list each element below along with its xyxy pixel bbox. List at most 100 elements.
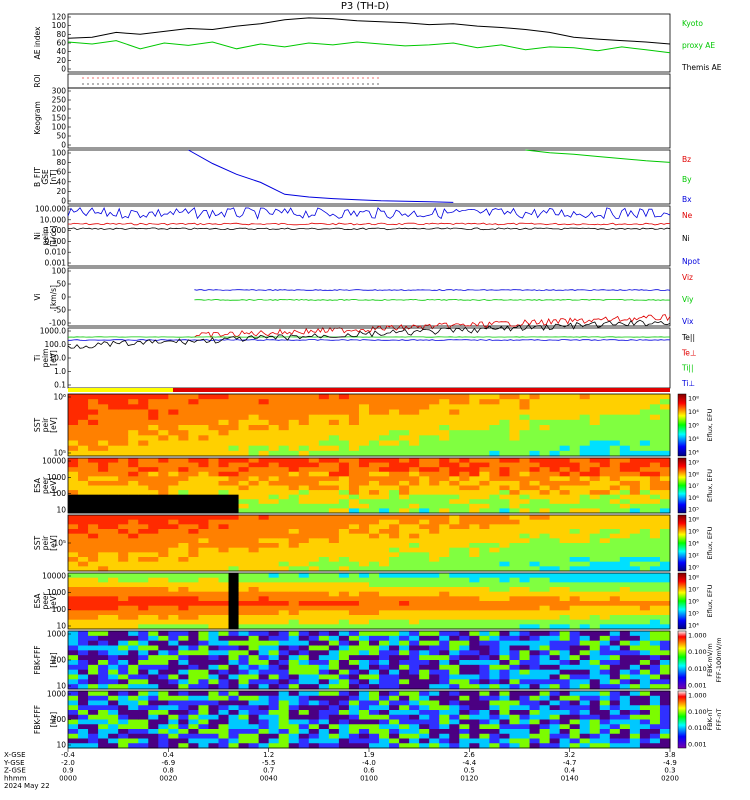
heat-cell (88, 655, 99, 661)
heat-cell (318, 543, 330, 549)
heat-cell (399, 650, 410, 656)
heat-cell (358, 691, 370, 697)
heat-cell (469, 485, 480, 491)
heat-cell (499, 561, 510, 567)
plot-title: P3 (TH-D) (341, 1, 389, 12)
axis-value: 0200 (661, 774, 679, 782)
heat-cell (198, 577, 209, 583)
heat-cell (509, 462, 520, 468)
heat-cell (379, 640, 390, 646)
heat-cell (599, 566, 611, 572)
heat-cell (258, 394, 270, 400)
heat-cell (328, 440, 340, 447)
heat-cell (419, 669, 430, 675)
heat-cell (218, 714, 230, 720)
heat-cell (379, 573, 390, 579)
heat-cell (379, 404, 390, 410)
heat-cell (569, 538, 581, 544)
heat-cell (288, 471, 300, 477)
heat-cell (369, 485, 380, 491)
heat-cell (659, 450, 671, 457)
heat-cell (589, 573, 601, 579)
heat-cell (479, 458, 490, 464)
legend-entry: Te⊥ (681, 348, 696, 357)
heat-cell (659, 419, 671, 426)
heat-cell (138, 573, 149, 579)
heat-cell (619, 738, 631, 744)
heat-cell (308, 660, 320, 666)
heat-cell (328, 566, 340, 572)
heat-cell (599, 582, 611, 588)
heat-cell (539, 547, 551, 553)
series-line-Bx (188, 149, 454, 203)
heat-cell (619, 714, 631, 720)
y-tick-label: 100 (52, 123, 67, 132)
heat-cell (419, 561, 430, 567)
heat-cell (559, 404, 571, 410)
heat-cell (318, 610, 330, 616)
heat-cell (419, 533, 430, 539)
heat-cell (228, 471, 240, 477)
heat-cell (308, 619, 320, 625)
heat-cell (328, 547, 340, 553)
heat-cell (609, 543, 621, 549)
heat-cell (539, 450, 551, 457)
heat-cell (379, 596, 390, 602)
heat-cell (228, 605, 240, 611)
heat-cell (509, 624, 520, 630)
heat-cell (479, 529, 490, 535)
heat-cell (188, 462, 199, 468)
heat-cell (228, 573, 240, 579)
heat-cell (509, 743, 520, 749)
heat-cell (188, 619, 199, 625)
y-tick-label: 120 (52, 13, 67, 22)
heat-cell (379, 490, 390, 496)
heat-cell (589, 669, 601, 675)
heat-cell (639, 561, 651, 567)
heat-cell (258, 515, 270, 521)
heat-cell (78, 538, 89, 544)
heat-cell (198, 714, 209, 720)
heat-cell (449, 404, 460, 410)
heat-cell (489, 399, 500, 405)
heat-cell (158, 691, 169, 697)
heat-cell (68, 450, 79, 457)
heat-cell (599, 557, 611, 563)
y-tick-label: 100 (52, 149, 67, 158)
heat-cell (439, 714, 450, 720)
heat-cell (549, 573, 561, 579)
heat-cell (489, 485, 500, 491)
heat-cell (78, 705, 89, 711)
heat-cell (138, 615, 149, 621)
heat-cell (429, 430, 440, 436)
heat-cell (659, 445, 671, 452)
heat-cell (168, 669, 179, 675)
heat-cell (439, 605, 450, 611)
heat-cell (138, 533, 149, 539)
heat-cell (479, 404, 490, 410)
heat-cell (659, 480, 671, 486)
heat-cell (268, 610, 280, 616)
heat-cell (659, 394, 671, 400)
heat-cell (609, 738, 621, 744)
heat-cell (278, 529, 290, 535)
heat-cell (78, 582, 89, 588)
heat-cell (619, 710, 631, 716)
heat-cell (639, 591, 651, 597)
heat-cell (208, 587, 219, 593)
heat-cell (298, 471, 310, 477)
heat-cell (479, 445, 490, 452)
roi-dot (147, 83, 149, 85)
heat-cell (559, 485, 571, 491)
heat-cell (298, 566, 310, 572)
heat-cell (649, 445, 661, 452)
heat-cell (318, 430, 330, 436)
heat-cell (459, 664, 470, 671)
heat-cell (629, 476, 641, 482)
panel-frame (67, 73, 671, 89)
heat-cell (328, 485, 340, 491)
heat-cell (98, 619, 109, 625)
heat-cell (459, 724, 470, 730)
y-tick-label: 150 (52, 114, 67, 123)
